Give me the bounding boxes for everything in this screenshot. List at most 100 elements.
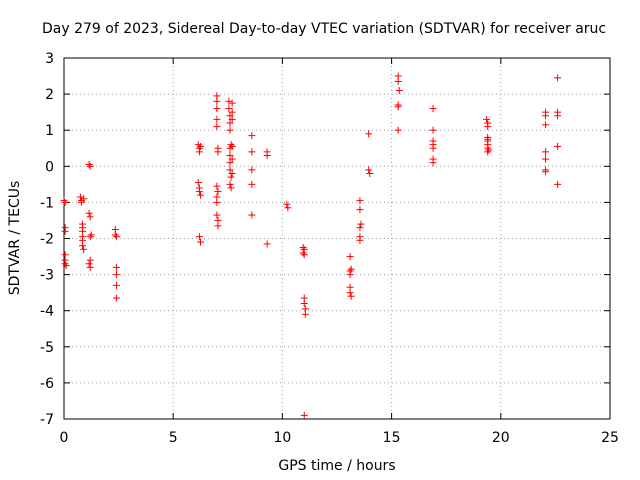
data-point — [195, 188, 203, 196]
data-point — [429, 105, 437, 113]
data-point — [213, 115, 221, 123]
data-point — [542, 121, 550, 129]
data-point — [284, 204, 292, 212]
data-point — [80, 245, 88, 253]
data-point — [395, 86, 403, 94]
data-point — [394, 77, 402, 85]
y-tick-label: -3 — [40, 268, 54, 284]
data-point — [86, 162, 94, 170]
data-point — [248, 132, 256, 140]
data-point — [61, 227, 69, 235]
data-point — [542, 112, 550, 120]
data-point — [429, 126, 437, 134]
data-point — [228, 155, 236, 163]
data-point — [112, 233, 120, 241]
data-point — [214, 188, 222, 196]
y-tick-label: 3 — [45, 51, 54, 67]
data-point — [485, 146, 493, 154]
data-point — [248, 211, 256, 219]
data-point — [554, 74, 562, 82]
data-point — [85, 160, 93, 168]
x-tick-label: 25 — [601, 430, 619, 446]
data-point — [197, 191, 204, 199]
data-point — [394, 126, 402, 134]
data-points — [60, 72, 562, 419]
chart-title: Day 279 of 2023, Sidereal Day-to-day VTE… — [42, 21, 606, 37]
data-point — [86, 263, 94, 271]
y-tick-label: 2 — [45, 87, 54, 103]
data-point — [213, 211, 221, 219]
data-point — [227, 173, 235, 181]
data-point — [356, 197, 364, 205]
data-point — [356, 206, 364, 214]
data-point — [76, 193, 84, 201]
data-point — [300, 299, 308, 307]
y-tick-label: -5 — [40, 340, 54, 356]
data-point — [366, 170, 374, 178]
data-point — [365, 130, 373, 138]
data-point — [213, 97, 221, 105]
data-point — [86, 256, 94, 264]
data-point — [542, 155, 550, 163]
data-point — [86, 233, 94, 241]
y-tick-label: -1 — [40, 195, 54, 211]
data-point — [80, 195, 88, 203]
data-point — [226, 112, 234, 120]
y-tick-label: 1 — [45, 123, 54, 139]
data-point — [365, 166, 373, 174]
data-point — [79, 242, 87, 250]
y-tick-label: -6 — [40, 376, 54, 392]
data-point — [62, 262, 70, 270]
data-point — [226, 151, 234, 159]
data-point — [61, 198, 69, 206]
axis-ticks — [63, 57, 611, 420]
data-point — [112, 281, 120, 289]
data-point — [484, 148, 492, 156]
data-point — [347, 265, 355, 273]
data-point — [213, 123, 221, 131]
data-point — [226, 119, 234, 127]
data-point — [214, 148, 222, 156]
x-tick-label: 20 — [492, 430, 510, 446]
data-point — [197, 142, 204, 150]
data-point — [346, 253, 354, 261]
data-point — [554, 112, 562, 120]
data-point — [228, 170, 236, 178]
data-point — [301, 310, 309, 318]
x-tick-label: 15 — [383, 430, 401, 446]
y-tick-label: -4 — [40, 304, 54, 320]
data-point — [111, 231, 119, 239]
y-tick-labels: -7 -6 -5 -4 -3 -2 -1 0 1 2 3 — [40, 51, 54, 428]
data-point — [542, 168, 550, 176]
data-point — [542, 148, 550, 156]
y-tick-label: -2 — [40, 232, 54, 248]
data-point — [483, 115, 491, 123]
data-point — [394, 103, 402, 111]
data-point — [357, 220, 365, 228]
data-point — [85, 209, 93, 217]
data-point — [227, 184, 235, 192]
data-point — [228, 142, 236, 150]
data-point — [356, 236, 364, 244]
data-point — [112, 263, 120, 271]
data-point — [112, 271, 120, 279]
y-tick-label: 0 — [45, 159, 54, 175]
data-point — [60, 197, 68, 205]
data-point — [226, 159, 234, 167]
x-axis-label: GPS time / hours — [278, 458, 395, 474]
data-point — [248, 180, 256, 188]
data-point — [300, 411, 308, 419]
data-point — [225, 97, 233, 105]
data-point — [299, 249, 307, 257]
y-axis-label: SDTVAR / TECUs — [7, 181, 23, 296]
data-point — [225, 105, 233, 113]
x-tick-label: 0 — [60, 430, 69, 446]
data-point — [195, 233, 203, 241]
data-point — [554, 142, 562, 150]
data-point — [228, 99, 236, 107]
data-point — [197, 238, 204, 246]
data-point — [283, 200, 291, 208]
x-tick-labels: 0 5 10 15 20 25 — [60, 430, 619, 446]
data-point — [213, 105, 221, 113]
data-point — [356, 224, 364, 232]
